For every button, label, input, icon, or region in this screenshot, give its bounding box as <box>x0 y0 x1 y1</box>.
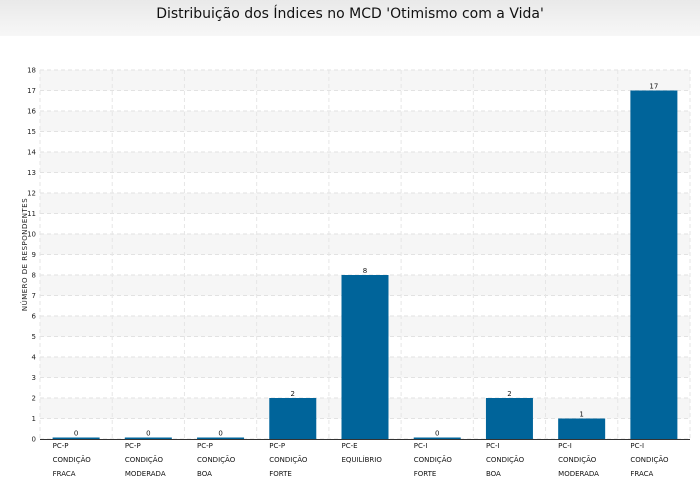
y-tick-label: 7 <box>32 292 36 300</box>
y-tick-label: 6 <box>32 313 37 321</box>
x-tick-label: PC-P <box>269 442 285 450</box>
bar <box>124 437 172 439</box>
bar <box>269 398 317 439</box>
x-tick-label: PC-I <box>558 442 572 450</box>
bar <box>485 398 533 439</box>
data-label: 2 <box>507 390 511 398</box>
data-label: 0 <box>146 430 150 438</box>
x-tick-label: BOA <box>486 470 501 478</box>
grid-band <box>40 193 690 214</box>
y-tick-label: 18 <box>27 67 36 75</box>
data-label: 2 <box>291 390 295 398</box>
y-tick-label: 9 <box>32 251 36 259</box>
bar <box>630 90 678 439</box>
data-label: 0 <box>218 430 222 438</box>
x-tick-label: EQUILÍBRIO <box>342 455 383 464</box>
x-tick-label: PC-I <box>486 442 500 450</box>
bar <box>197 437 245 439</box>
x-tick-label: CONDIÇÃO <box>486 455 525 464</box>
data-label: 17 <box>649 83 658 91</box>
bar <box>558 418 606 439</box>
y-tick-label: 4 <box>32 354 37 362</box>
bar <box>413 437 461 439</box>
x-tick-label: FORTE <box>414 470 437 478</box>
x-tick-label: CONDIÇÃO <box>197 455 236 464</box>
x-tick-label: BOA <box>197 470 212 478</box>
data-label: 8 <box>363 267 367 275</box>
data-label: 1 <box>579 411 583 419</box>
bar <box>341 275 389 439</box>
y-tick-label: 5 <box>32 333 36 341</box>
y-tick-label: 13 <box>27 169 36 177</box>
grid-band <box>40 152 690 173</box>
chart-title: Distribuição dos Índices no MCD 'Otimism… <box>156 6 544 22</box>
y-tick-label: 3 <box>32 374 36 382</box>
x-tick-label: PC-P <box>197 442 213 450</box>
x-tick-label: PC-P <box>53 442 69 450</box>
title-bar <box>0 0 700 36</box>
x-tick-label: CONDIÇÃO <box>558 455 597 464</box>
grid-band <box>40 234 690 255</box>
y-tick-label: 2 <box>32 395 36 403</box>
y-tick-label: 16 <box>27 108 36 116</box>
y-tick-label: 17 <box>27 87 36 95</box>
y-tick-label: 1 <box>32 415 36 423</box>
y-tick-label: 15 <box>27 128 36 136</box>
x-tick-label: MODERADA <box>125 470 166 478</box>
x-tick-label: FORTE <box>269 470 292 478</box>
x-tick-label: PC-I <box>414 442 428 450</box>
x-tick-label: CONDIÇÃO <box>269 455 308 464</box>
y-tick-label: 8 <box>32 272 36 280</box>
x-tick-label: CONDIÇÃO <box>414 455 453 464</box>
grid-band <box>40 111 690 132</box>
data-label: 0 <box>74 430 78 438</box>
x-tick-label: FRACA <box>53 470 76 478</box>
y-tick-label: 11 <box>27 210 36 218</box>
data-label: 0 <box>435 430 439 438</box>
x-tick-label: FRACA <box>630 470 653 478</box>
x-tick-label: CONDIÇÃO <box>53 455 92 464</box>
x-tick-label: PC-E <box>342 442 358 450</box>
x-tick-label: CONDIÇÃO <box>125 455 164 464</box>
grid-band <box>40 70 690 91</box>
y-tick-label: 0 <box>32 436 36 444</box>
x-tick-label: PC-I <box>630 442 644 450</box>
y-tick-label: 12 <box>27 190 36 198</box>
y-axis-label: NÚMERO DE RESPONDENTES <box>20 198 29 311</box>
x-tick-label: PC-P <box>125 442 141 450</box>
bar <box>52 437 100 439</box>
y-tick-label: 10 <box>27 231 36 239</box>
x-tick-label: CONDIÇÃO <box>630 455 669 464</box>
x-tick-label: MODERADA <box>558 470 599 478</box>
y-tick-label: 14 <box>27 149 36 157</box>
